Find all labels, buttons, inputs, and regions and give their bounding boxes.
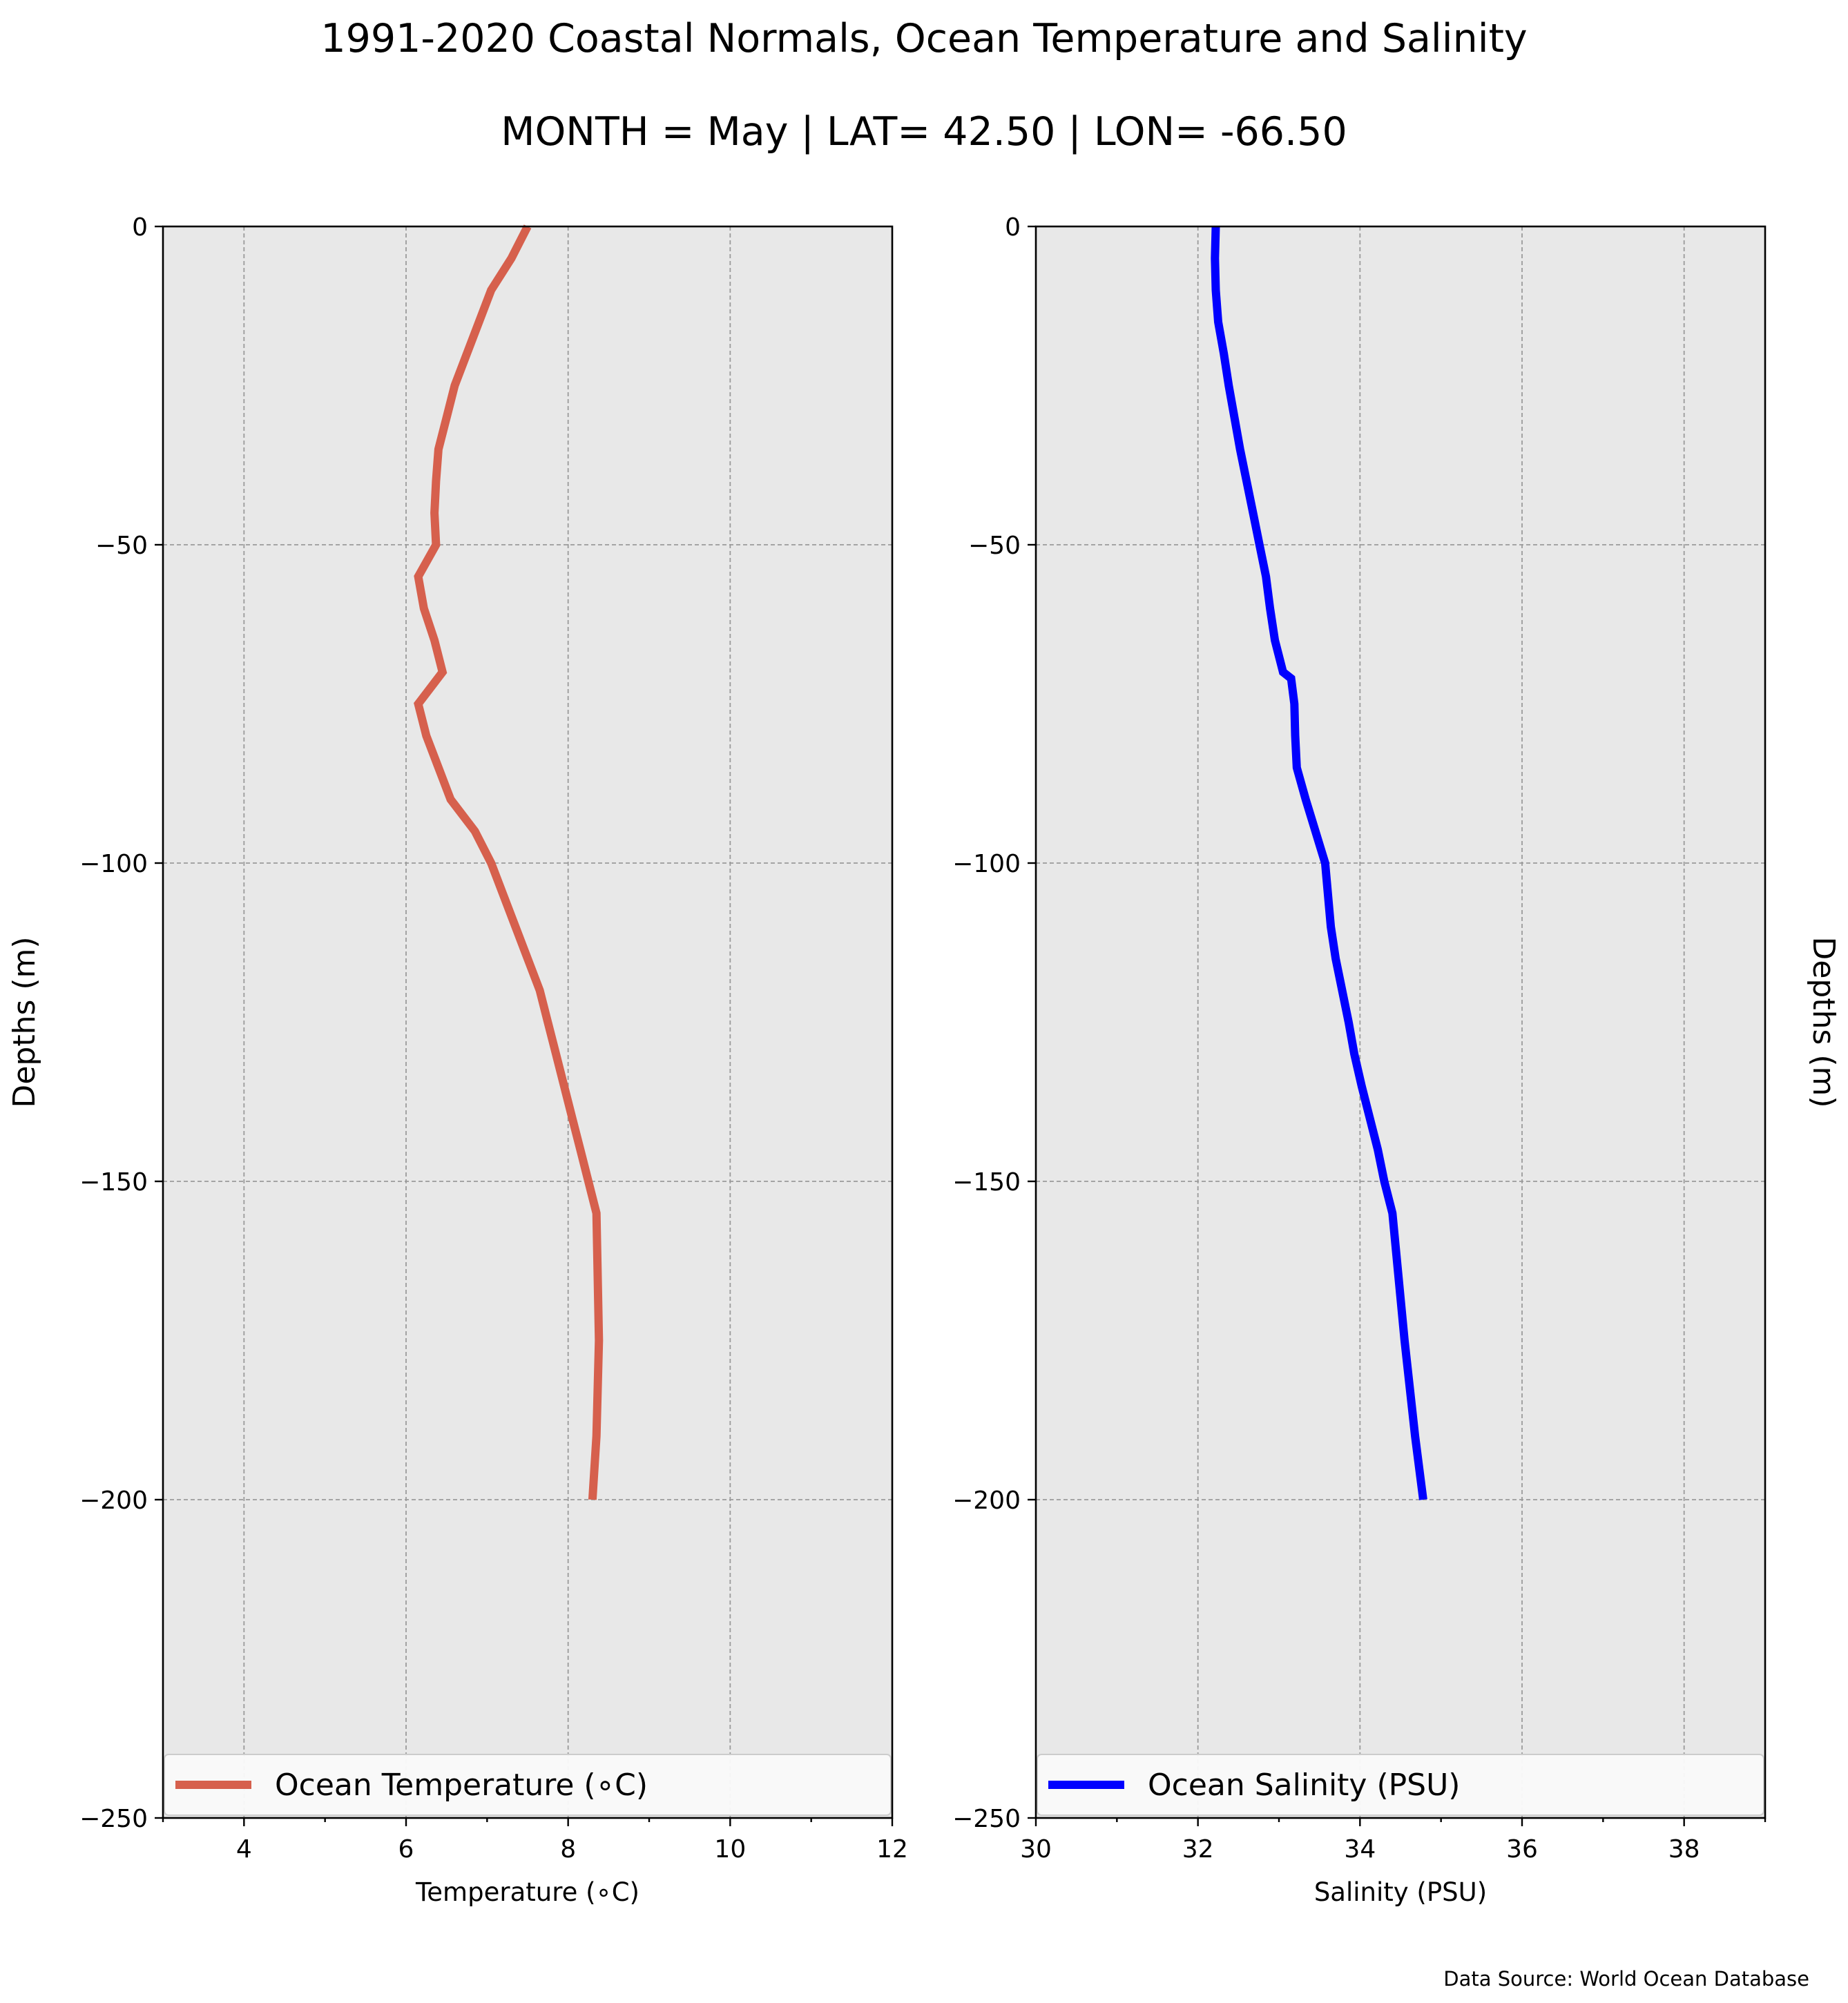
temperature-panel: Ocean Temperature (∘C) 4 6 8 10 12 0 −50 −100 −… xyxy=(7,213,908,1907)
salinity-grid xyxy=(1036,226,1765,1818)
salinity-x-tick-label: 38 xyxy=(1668,1835,1700,1864)
temperature-legend-label: Ocean Temperature (∘C) xyxy=(275,1768,648,1803)
salinity-x-tick-label: 30 xyxy=(1020,1835,1052,1864)
temperature-axes-frame xyxy=(162,225,894,1819)
data-source-note: Data Source: World Ocean Database xyxy=(1443,1967,1809,1991)
temperature-y-tick-label: −100 xyxy=(79,850,148,878)
salinity-y-axis-label: Depths (m) xyxy=(1806,936,1841,1107)
salinity-series-line xyxy=(1211,226,1427,1500)
temperature-y-tick-label: −50 xyxy=(95,532,148,560)
temperature-y-tick-label: −150 xyxy=(79,1168,148,1197)
temperature-y-axis-label: Depths (m) xyxy=(7,936,42,1107)
temperature-y-tick-label: −250 xyxy=(79,1805,148,1833)
salinity-y-tick-label: 0 xyxy=(1005,213,1021,242)
salinity-x-tick-label: 34 xyxy=(1344,1835,1376,1864)
temperature-plot-area xyxy=(163,226,892,1818)
salinity-panel: Ocean Salinity (PSU) 30 32 34 36 38 0 −50 −100… xyxy=(952,213,1841,1907)
temperature-x-tick-label: 10 xyxy=(714,1835,746,1864)
figure-subtitle: MONTH = May | LAT= 42.50 | LON= -66.50 xyxy=(501,109,1347,155)
temperature-y-ticks: 0 −50 −100 −150 −200 −250 xyxy=(79,213,163,1833)
salinity-y-tick-label: −200 xyxy=(952,1487,1021,1515)
salinity-legend-box xyxy=(1037,1754,1764,1816)
salinity-y-tick-label: −50 xyxy=(968,532,1021,560)
temperature-y-tick-label: 0 xyxy=(132,213,148,242)
temperature-y-tick-label: −200 xyxy=(79,1487,148,1515)
salinity-y-tick-label: −150 xyxy=(952,1168,1021,1197)
salinity-x-tick-label: 32 xyxy=(1182,1835,1214,1864)
temperature-x-ticks: 4 6 8 10 12 xyxy=(162,1818,908,1864)
temperature-x-tick-label: 6 xyxy=(398,1835,414,1864)
temperature-x-tick-label: 8 xyxy=(560,1835,576,1864)
salinity-x-axis-label: Salinity (PSU) xyxy=(1314,1877,1487,1907)
temperature-legend: Ocean Temperature (∘C) xyxy=(164,1754,892,1816)
temperature-grid xyxy=(163,226,892,1818)
salinity-x-ticks: 30 32 34 36 38 xyxy=(1020,1818,1767,1864)
temperature-legend-box xyxy=(164,1754,892,1816)
salinity-plot-area xyxy=(1036,226,1765,1818)
temperature-x-tick-label: 4 xyxy=(236,1835,252,1864)
salinity-y-tick-label: −100 xyxy=(952,850,1021,878)
salinity-y-tick-label: −250 xyxy=(952,1805,1021,1833)
salinity-legend-label: Ocean Salinity (PSU) xyxy=(1148,1768,1460,1803)
salinity-y-ticks: 0 −50 −100 −150 −200 −250 xyxy=(952,213,1036,1833)
temperature-series-line xyxy=(414,224,604,1500)
salinity-x-tick-label: 36 xyxy=(1506,1835,1538,1864)
temperature-x-axis-label: Temperature (∘C) xyxy=(415,1877,639,1907)
salinity-legend: Ocean Salinity (PSU) xyxy=(1037,1754,1764,1816)
temperature-x-tick-label: 12 xyxy=(876,1835,908,1864)
figure-title: 1991-2020 Coastal Normals, Ocean Tempera… xyxy=(320,16,1527,61)
salinity-axes-frame xyxy=(1034,225,1767,1819)
